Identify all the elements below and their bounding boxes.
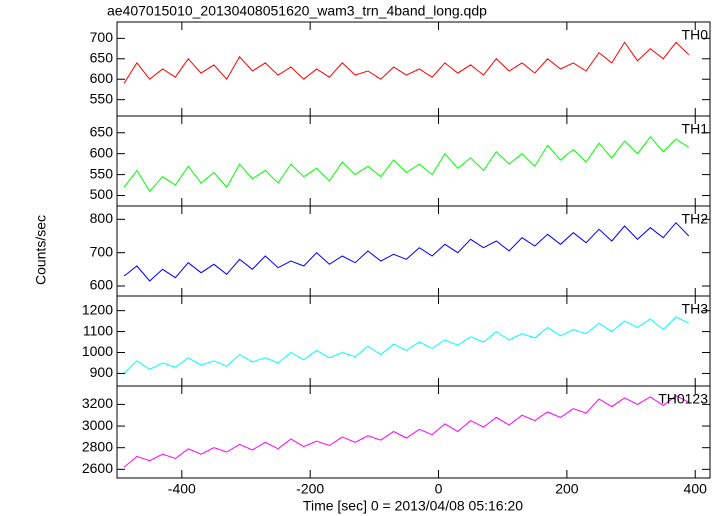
panel-label: TH0123 <box>658 391 708 407</box>
y-tick-label: 700 <box>90 243 114 259</box>
y-tick-label: 1000 <box>82 343 113 359</box>
y-tick-label: 2600 <box>82 460 113 476</box>
panel-frame <box>116 385 711 479</box>
x-tick-label: 400 <box>684 481 708 497</box>
data-line <box>123 316 690 374</box>
y-tick-label: 650 <box>90 49 114 65</box>
y-tick-label: 600 <box>90 144 114 160</box>
data-line <box>123 136 690 193</box>
panel-frame <box>116 21 711 117</box>
y-tick-label: 650 <box>90 123 114 139</box>
panel-label: TH1 <box>682 121 709 137</box>
data-line <box>123 41 690 84</box>
panel-frame <box>116 295 711 387</box>
y-tick-label: 2800 <box>82 438 113 454</box>
panel-frame <box>116 115 711 207</box>
y-tick-label: 550 <box>90 90 114 106</box>
data-line <box>123 221 690 282</box>
y-tick-label: 3000 <box>82 417 113 433</box>
y-tick-label: 500 <box>90 186 114 202</box>
x-tick-label: 200 <box>555 481 579 497</box>
panel-frame <box>116 205 711 297</box>
y-tick-label: 600 <box>90 70 114 86</box>
x-tick-label: -200 <box>296 481 324 497</box>
y-tick-label: 900 <box>90 364 114 380</box>
panel-label: TH3 <box>682 301 709 317</box>
chart-title: ae407015010_20130408051620_wam3_trn_4ban… <box>107 3 487 19</box>
y-tick-label: 800 <box>90 210 114 226</box>
y-tick-label: 700 <box>90 29 114 45</box>
x-tick-label: 0 <box>435 481 443 497</box>
x-axis-label: Time [sec] 0 = 2013/04/08 05:16:20 <box>303 498 523 514</box>
y-tick-label: 550 <box>90 165 114 181</box>
y-tick-label: 1200 <box>82 301 113 317</box>
data-line <box>123 395 690 468</box>
y-tick-label: 3200 <box>82 395 113 411</box>
panel-label: TH0 <box>682 27 709 43</box>
y-tick-label: 600 <box>90 277 114 293</box>
panel-label: TH2 <box>682 211 709 227</box>
y-tick-label: 1100 <box>83 322 113 338</box>
x-tick-label: -400 <box>168 481 196 497</box>
y-axis-label: Counts/sec <box>33 215 49 285</box>
